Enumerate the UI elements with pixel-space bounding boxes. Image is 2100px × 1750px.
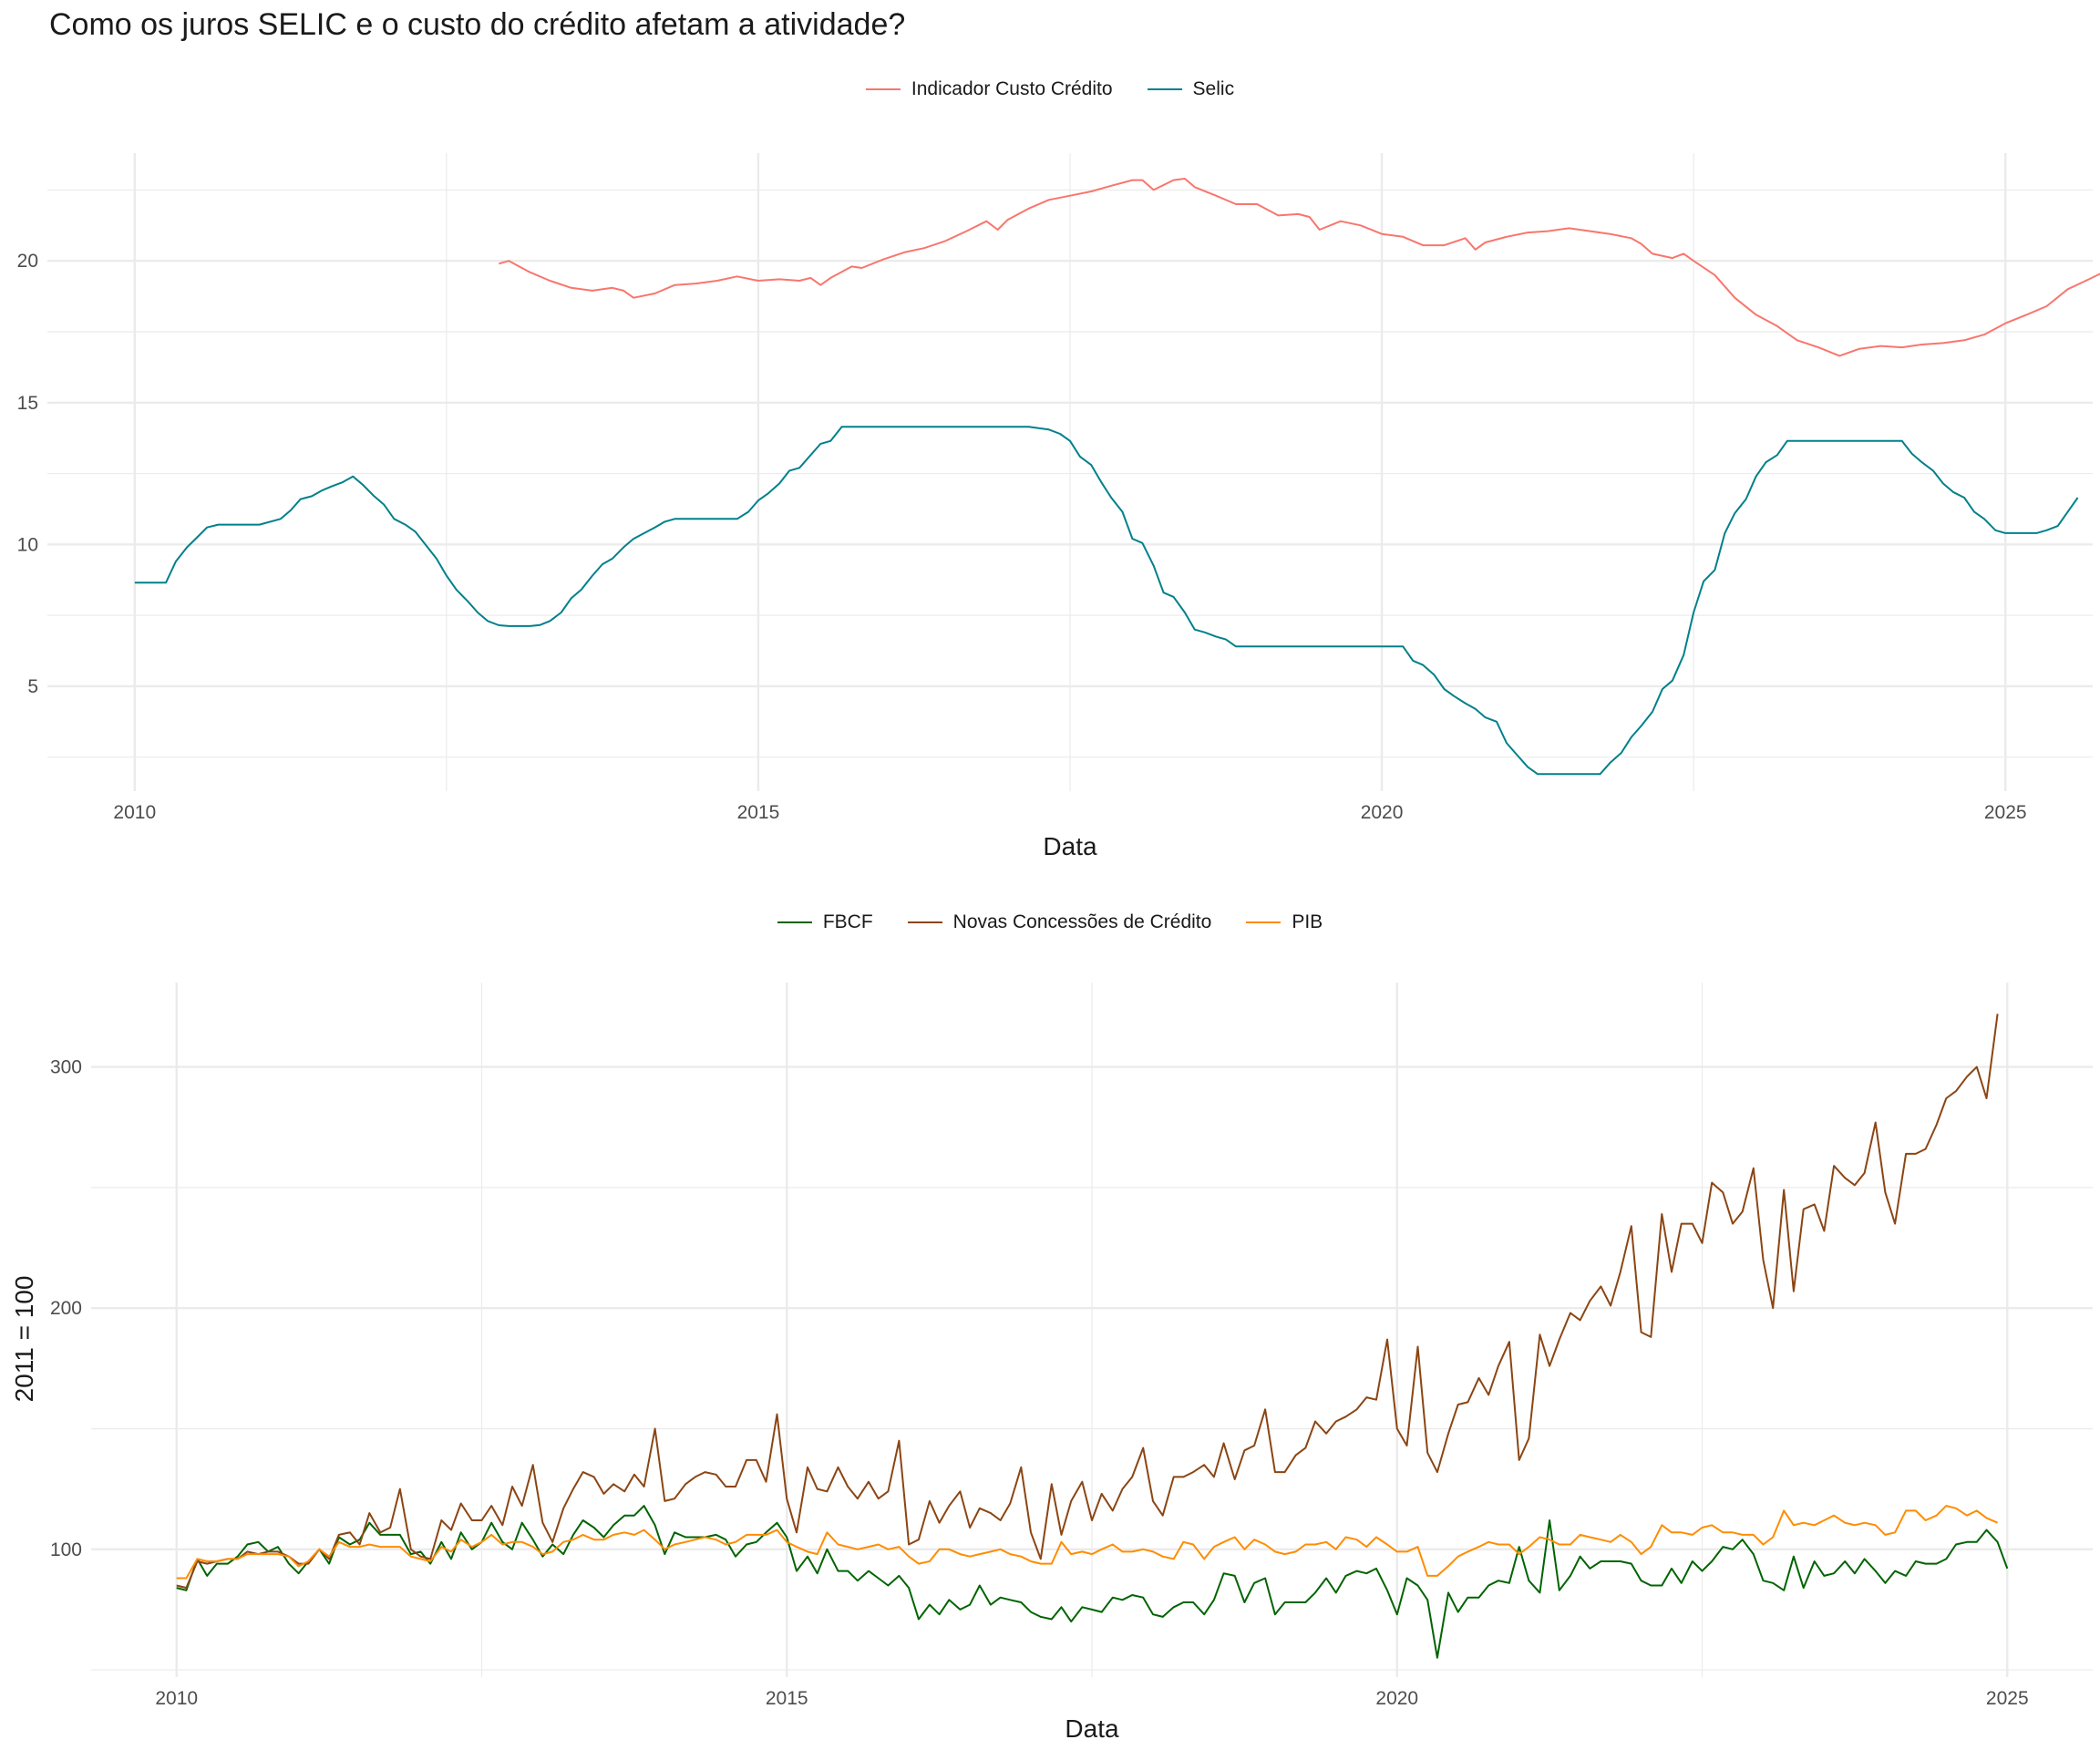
x-tick-label: 2010	[155, 1688, 198, 1709]
x-tick-label: 2020	[1375, 1688, 1418, 1709]
series-line-selic	[134, 426, 2079, 776]
y-tick-label: 20	[17, 251, 38, 272]
legend-label: Indicador Custo Crédito	[911, 78, 1113, 99]
panel-1: 2010 2015 2020 2025 5 10 15 20 Data	[17, 153, 2100, 860]
legend-swatch	[1147, 88, 1182, 90]
x-tick-label: 2020	[1361, 802, 1404, 823]
x-axis-title: Data	[1043, 832, 1097, 860]
y-axis-title: 2011 = 100	[10, 1276, 38, 1403]
x-axis-title: Data	[1065, 1714, 1119, 1743]
legend-item: Indicador Custo Crédito	[865, 78, 1113, 100]
legend-label: Selic	[1192, 78, 1235, 99]
x-tick-label: 2015	[737, 802, 780, 823]
legend-item: Selic	[1147, 78, 1235, 100]
chart-title: Como os juros SELIC e o custo do crédito…	[49, 7, 906, 42]
x-tick-label: 2015	[766, 1688, 808, 1709]
y-tick-label: 100	[50, 1539, 82, 1560]
legend-item: Novas Concessões de Crédito	[907, 911, 1212, 933]
legend-swatch	[1246, 921, 1282, 923]
legend-item: PIB	[1246, 911, 1323, 933]
y-tick-label: 200	[50, 1298, 82, 1319]
series-line-pib	[176, 1505, 1999, 1580]
x-tick-label: 2025	[1984, 802, 2027, 823]
legend-top: Indicador Custo Crédito Selic	[0, 78, 2100, 100]
legend-swatch	[865, 88, 901, 90]
legend-swatch	[907, 921, 942, 923]
y-tick-label: 10	[17, 534, 38, 555]
panel-2: 2010 2015 2020 2025 100 200 300 Data 2011 = 100	[10, 983, 2093, 1743]
legend-bottom: FBCF Novas Concessões de Crédito PIB	[0, 911, 2100, 933]
y-tick-label: 5	[27, 676, 38, 697]
legend-item: FBCF	[777, 911, 873, 933]
y-tick-label: 15	[17, 393, 38, 414]
series-line-novas-concessoes-de-credito	[176, 1014, 1999, 1590]
x-tick-label: 2010	[113, 802, 156, 823]
y-tick-label: 300	[50, 1057, 82, 1078]
legend-swatch	[777, 921, 812, 923]
legend-label: Novas Concessões de Crédito	[952, 911, 1212, 932]
legend-label: PIB	[1292, 911, 1323, 932]
legend-label: FBCF	[822, 911, 873, 932]
x-tick-label: 2025	[1986, 1688, 2029, 1709]
series-line-indicador-custo-credito	[499, 178, 2100, 357]
